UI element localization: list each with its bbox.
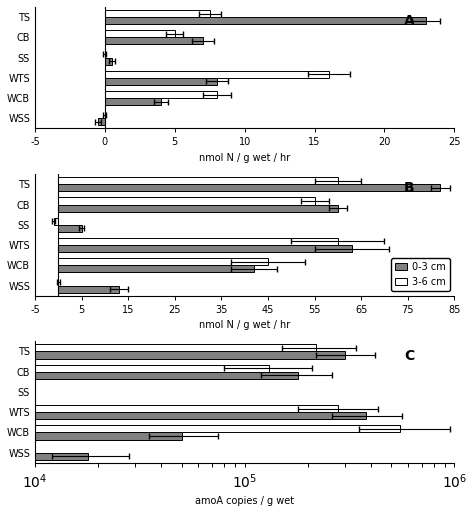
Text: B: B bbox=[404, 182, 415, 195]
Bar bbox=[105, 71, 328, 78]
Bar bbox=[105, 17, 427, 24]
Text: A: A bbox=[404, 14, 415, 28]
Bar bbox=[58, 177, 338, 184]
Bar bbox=[58, 184, 440, 191]
Bar bbox=[58, 225, 82, 232]
X-axis label: nmol N / g wet / hr: nmol N / g wet / hr bbox=[199, 320, 290, 330]
Bar bbox=[0, 412, 366, 419]
Bar bbox=[105, 91, 217, 98]
Bar bbox=[58, 286, 119, 292]
Legend: 0-3 cm, 3-6 cm: 0-3 cm, 3-6 cm bbox=[392, 258, 449, 291]
Bar bbox=[0, 425, 400, 432]
Bar bbox=[0, 453, 89, 460]
Bar bbox=[58, 205, 338, 212]
Bar bbox=[58, 245, 352, 252]
Bar bbox=[0, 432, 182, 440]
Bar bbox=[0, 344, 317, 351]
Bar bbox=[105, 78, 217, 85]
Bar bbox=[105, 98, 161, 105]
Bar bbox=[105, 30, 175, 37]
Bar bbox=[0, 405, 338, 412]
Bar bbox=[98, 119, 105, 125]
Bar bbox=[58, 238, 338, 245]
X-axis label: amoA copies / g wet: amoA copies / g wet bbox=[195, 496, 294, 506]
Bar bbox=[105, 37, 203, 45]
X-axis label: nmol N / g wet / hr: nmol N / g wet / hr bbox=[199, 153, 290, 163]
Bar bbox=[0, 351, 345, 359]
Bar bbox=[105, 10, 210, 17]
Bar bbox=[105, 57, 112, 65]
Bar bbox=[58, 198, 315, 205]
Bar bbox=[58, 258, 268, 265]
Text: C: C bbox=[404, 349, 414, 363]
Bar bbox=[58, 265, 254, 272]
Bar bbox=[0, 372, 298, 379]
Bar bbox=[0, 365, 269, 372]
Bar bbox=[54, 218, 58, 225]
